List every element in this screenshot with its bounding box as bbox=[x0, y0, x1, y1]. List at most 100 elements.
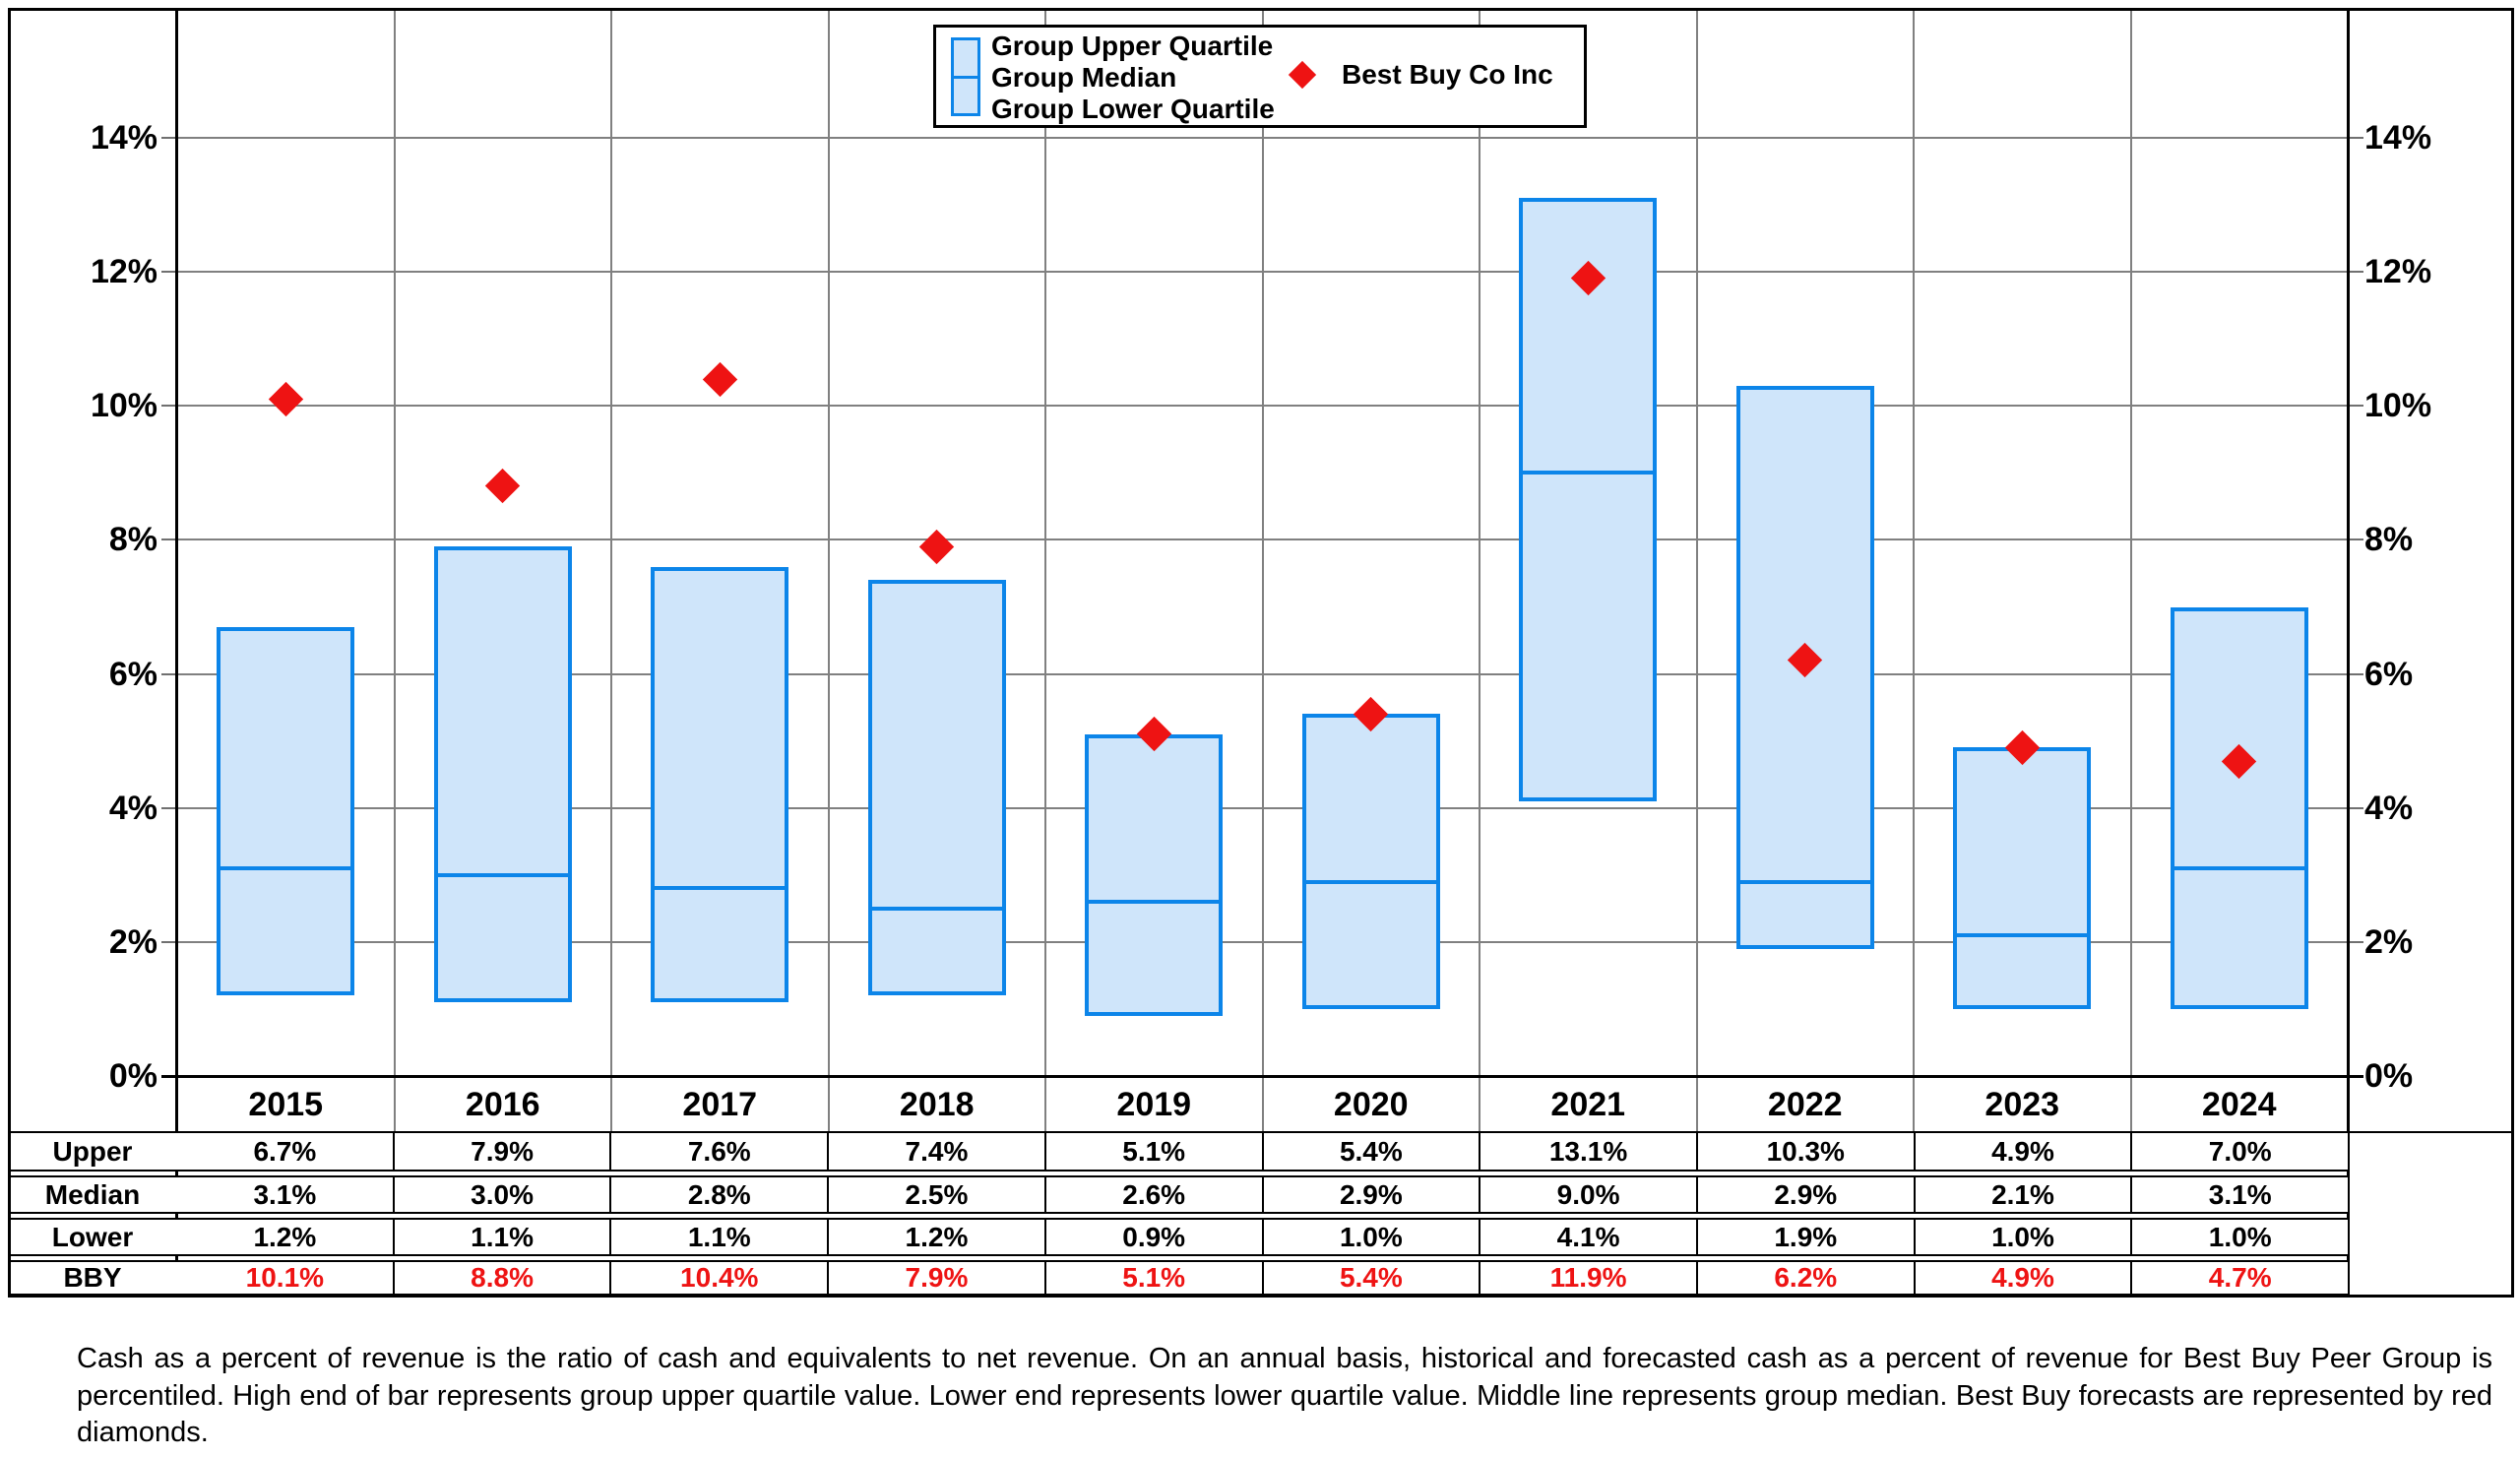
y-tick-right-12 bbox=[2348, 271, 2363, 274]
y-tick-label-left-12: 12% bbox=[90, 253, 158, 291]
table-cell-lower-2018: 1.2% bbox=[827, 1220, 1044, 1254]
table-row-upper: Upper 6.7% 7.9% 7.6% 7.4% 5.1% 5.4% 13.1% 10.3% 4… bbox=[8, 1131, 2348, 1172]
x-gridline-7 bbox=[1695, 8, 1698, 1131]
x-category-label-2020: 2020 bbox=[1333, 1086, 1409, 1123]
quartile-bar-2019 bbox=[1085, 733, 1224, 1016]
table-cell-bby-2024: 4.7% bbox=[2130, 1262, 2348, 1294]
table-cell-bby-2016: 8.8% bbox=[392, 1262, 610, 1294]
table-cell-bby-2021: 11.9% bbox=[1479, 1262, 1696, 1294]
median-line-2015 bbox=[220, 865, 351, 870]
y-tick-label-left-6: 6% bbox=[108, 655, 158, 693]
x-category-label-2015: 2015 bbox=[248, 1086, 324, 1123]
x-gridline-5 bbox=[1261, 8, 1264, 1131]
table-cell-median-2023: 2.1% bbox=[1913, 1177, 2131, 1212]
y-tick-left-6 bbox=[161, 672, 177, 675]
x-gridline-1 bbox=[393, 8, 396, 1131]
y-tick-left-4 bbox=[161, 806, 177, 809]
bby-diamond-2015 bbox=[268, 381, 303, 417]
table-row-header: Lower bbox=[51, 1221, 134, 1252]
table-cell-upper-2020: 5.4% bbox=[1261, 1133, 1480, 1170]
y-tick-left-0 bbox=[161, 1075, 177, 1078]
table-cell-lower-2016: 1.1% bbox=[392, 1220, 610, 1254]
median-line-2019 bbox=[1089, 900, 1220, 904]
y-tick-left-14 bbox=[161, 137, 177, 140]
x-category-label-2018: 2018 bbox=[899, 1086, 975, 1123]
chart-legend: Group Upper Quartile Group Median Group … bbox=[933, 25, 1587, 128]
y-tick-label-left-0: 0% bbox=[108, 1057, 158, 1095]
table-cell-bby-2020: 5.4% bbox=[1261, 1262, 1480, 1294]
y-tick-label-right-6: 6% bbox=[2364, 655, 2414, 693]
legend-label-lower-quartile: Group Lower Quartile bbox=[991, 94, 1275, 124]
table-cell-bby-2019: 5.1% bbox=[1043, 1262, 1262, 1294]
median-line-2022 bbox=[1739, 879, 1870, 884]
bby-diamond-2016 bbox=[485, 469, 521, 504]
median-line-2016 bbox=[437, 872, 568, 877]
y-tick-label-left-14: 14% bbox=[90, 119, 158, 158]
table-cell-bby-2017: 10.4% bbox=[609, 1262, 827, 1294]
quartile-bar-2024 bbox=[2170, 606, 2308, 1009]
x-category-label-2023: 2023 bbox=[1984, 1086, 2060, 1123]
median-line-2020 bbox=[1305, 879, 1436, 884]
median-line-2023 bbox=[1957, 933, 2088, 938]
y-tick-left-12 bbox=[161, 271, 177, 274]
quartile-bar-2018 bbox=[867, 580, 1006, 996]
y-tick-label-left-10: 10% bbox=[90, 387, 158, 425]
median-line-2017 bbox=[655, 886, 786, 891]
y-tick-right-6 bbox=[2348, 672, 2363, 675]
y-tick-right-0 bbox=[2348, 1075, 2363, 1078]
y-tick-label-right-4: 4% bbox=[2364, 789, 2414, 827]
bby-diamond-2018 bbox=[919, 529, 955, 564]
quartile-bar-2017 bbox=[651, 566, 789, 1003]
table-cell-lower-2024: 1.0% bbox=[2130, 1220, 2348, 1254]
table-cell-median-2020: 2.9% bbox=[1261, 1177, 1480, 1212]
quartile-bar-2016 bbox=[433, 546, 572, 1003]
table-row-header: Upper bbox=[52, 1135, 133, 1167]
median-line-swatch bbox=[954, 76, 977, 79]
table-cell-upper-2021: 13.1% bbox=[1479, 1133, 1696, 1170]
x-category-label-2019: 2019 bbox=[1116, 1086, 1192, 1123]
right-y-axis-line bbox=[2347, 8, 2350, 1298]
legend-label-upper-quartile: Group Upper Quartile bbox=[991, 31, 1274, 61]
table-cell-bby-2015: 10.1% bbox=[245, 1262, 325, 1293]
y-tick-left-10 bbox=[161, 405, 177, 408]
legend-label-median: Group Median bbox=[991, 62, 1177, 93]
x-gridline-6 bbox=[1479, 8, 1480, 1131]
table-cell-lower-2019: 0.9% bbox=[1043, 1220, 1262, 1254]
table-cell-lower-2020: 1.0% bbox=[1261, 1220, 1480, 1254]
table-cell-upper-2023: 4.9% bbox=[1913, 1133, 2131, 1170]
table-row-lower: Lower 1.2% 1.1% 1.1% 1.2% 0.9% 1.0% 4.1% 1.9% 1.0… bbox=[8, 1218, 2348, 1256]
table-cell-upper-2015: 6.7% bbox=[253, 1135, 317, 1167]
table-cell-upper-2016: 7.9% bbox=[392, 1133, 610, 1170]
y-tick-left-2 bbox=[161, 940, 177, 943]
y-tick-label-right-0: 0% bbox=[2364, 1057, 2414, 1095]
table-cell-upper-2022: 10.3% bbox=[1695, 1133, 1914, 1170]
table-cell-lower-2017: 1.1% bbox=[609, 1220, 827, 1254]
left-y-axis-line bbox=[175, 8, 178, 1298]
x-category-label-2017: 2017 bbox=[682, 1086, 758, 1123]
median-line-2018 bbox=[871, 906, 1002, 911]
table-cell-median-2018: 2.5% bbox=[827, 1177, 1044, 1212]
table-cell-median-2022: 2.9% bbox=[1695, 1177, 1914, 1212]
table-cell-bby-2023: 4.9% bbox=[1913, 1262, 2131, 1294]
y-tick-label-right-2: 2% bbox=[2364, 922, 2414, 961]
table-cell-median-2019: 2.6% bbox=[1043, 1177, 1262, 1212]
y-tick-label-right-12: 12% bbox=[2364, 253, 2432, 291]
y-tick-label-left-4: 4% bbox=[108, 789, 158, 827]
x-gridline-8 bbox=[1913, 8, 1915, 1131]
table-row-header: BBY bbox=[63, 1262, 122, 1293]
y-tick-label-right-14: 14% bbox=[2364, 119, 2432, 158]
x-gridline-2 bbox=[610, 8, 612, 1131]
y-tick-left-8 bbox=[161, 538, 177, 541]
table-cell-median-2016: 3.0% bbox=[392, 1177, 610, 1212]
table-row-header: Median bbox=[44, 1178, 141, 1210]
legend-bar-labels: Group Upper Quartile Group Median Group … bbox=[991, 31, 1275, 125]
bby-diamond-2017 bbox=[702, 361, 737, 397]
footnote-text: Cash as a percent of revenue is the rati… bbox=[77, 1343, 2492, 1448]
x-axis-zero-line bbox=[177, 1075, 2348, 1078]
quartile-bar-2015 bbox=[217, 626, 355, 996]
quartile-bar-2023 bbox=[1953, 747, 2092, 1009]
table-cell-median-2017: 2.8% bbox=[609, 1177, 827, 1212]
y-tick-right-10 bbox=[2348, 405, 2363, 408]
legend-label-best-buy: Best Buy Co Inc bbox=[1342, 59, 1553, 90]
